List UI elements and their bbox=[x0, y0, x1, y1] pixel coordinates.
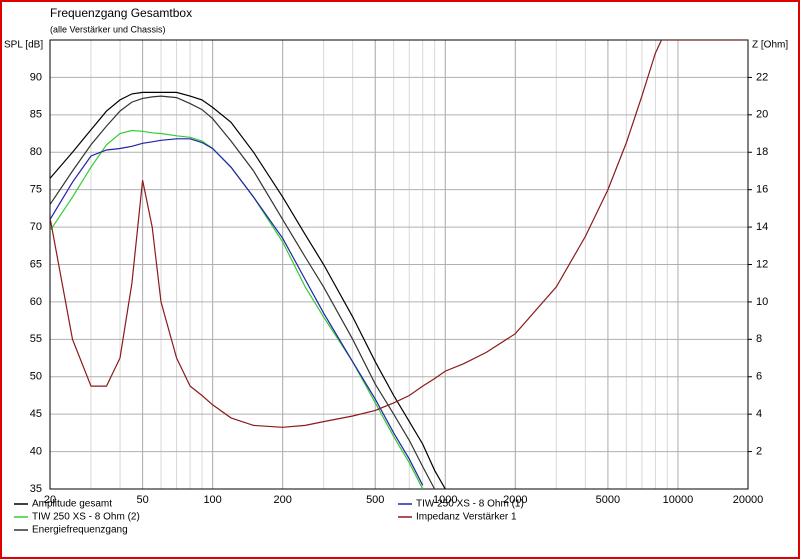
y-tick-label: 90 bbox=[30, 71, 42, 83]
y-tick-label: 55 bbox=[30, 333, 42, 345]
y-tick-label: 80 bbox=[30, 146, 42, 158]
y2-tick-label: 16 bbox=[756, 184, 768, 196]
y-tick-label: 65 bbox=[30, 258, 42, 270]
series-line bbox=[50, 91, 446, 489]
y2-tick-label: 12 bbox=[756, 258, 768, 270]
chart-title: Frequenzgang Gesamtbox bbox=[50, 6, 192, 20]
y-axis-label: SPL [dB] bbox=[4, 40, 43, 51]
x-tick-label: 100 bbox=[203, 494, 221, 506]
y2-tick-label: 14 bbox=[756, 221, 768, 233]
x-tick-label: 500 bbox=[366, 494, 384, 506]
legend-label: Energiefrequenzgang bbox=[32, 525, 128, 536]
x-tick-label: 200 bbox=[273, 494, 291, 506]
y-tick-label: 50 bbox=[30, 371, 42, 383]
y2-tick-label: 20 bbox=[756, 109, 768, 121]
x-tick-label: 20000 bbox=[733, 494, 764, 506]
legend-label: TIW 250 XS - 8 Ohm (2) bbox=[32, 512, 140, 523]
y2-tick-label: 4 bbox=[756, 408, 762, 420]
series-line bbox=[50, 95, 436, 489]
y2-tick-label: 10 bbox=[756, 296, 768, 308]
y-tick-label: 35 bbox=[30, 483, 42, 495]
y2-tick-label: 6 bbox=[756, 371, 762, 383]
legend-label: Amplitude gesamt bbox=[32, 499, 112, 510]
chart-subtitle: (alle Verstärker und Chassis) bbox=[50, 24, 166, 34]
y-tick-label: 70 bbox=[30, 221, 42, 233]
x-tick-label: 20 bbox=[44, 494, 56, 506]
y2-tick-label: 22 bbox=[756, 71, 768, 83]
y-tick-label: 45 bbox=[30, 408, 42, 420]
x-tick-label: 2000 bbox=[503, 494, 527, 506]
y2-tick-label: 8 bbox=[756, 333, 762, 345]
plot-frame bbox=[49, 39, 749, 490]
y2-tick-label: 2 bbox=[756, 445, 762, 457]
y-tick-label: 75 bbox=[30, 184, 42, 196]
plot-area bbox=[50, 40, 748, 489]
x-tick-label: 5000 bbox=[596, 494, 620, 506]
series-line bbox=[50, 138, 424, 486]
x-tick-label: 10000 bbox=[663, 494, 694, 506]
y-tick-label: 60 bbox=[30, 296, 42, 308]
y2-axis-label: Z [Ohm] bbox=[752, 40, 788, 51]
series-line bbox=[50, 40, 748, 428]
series-line bbox=[50, 129, 424, 489]
y2-tick-label: 18 bbox=[756, 146, 768, 158]
legend-label: TIW 250 XS - 8 Ohm (1) bbox=[416, 499, 524, 510]
legend-label: Impedanz Verstärker 1 bbox=[416, 512, 517, 523]
y-tick-label: 85 bbox=[30, 109, 42, 121]
x-tick-label: 50 bbox=[136, 494, 148, 506]
y-tick-label: 40 bbox=[30, 445, 42, 457]
x-tick-label: 1000 bbox=[433, 494, 457, 506]
